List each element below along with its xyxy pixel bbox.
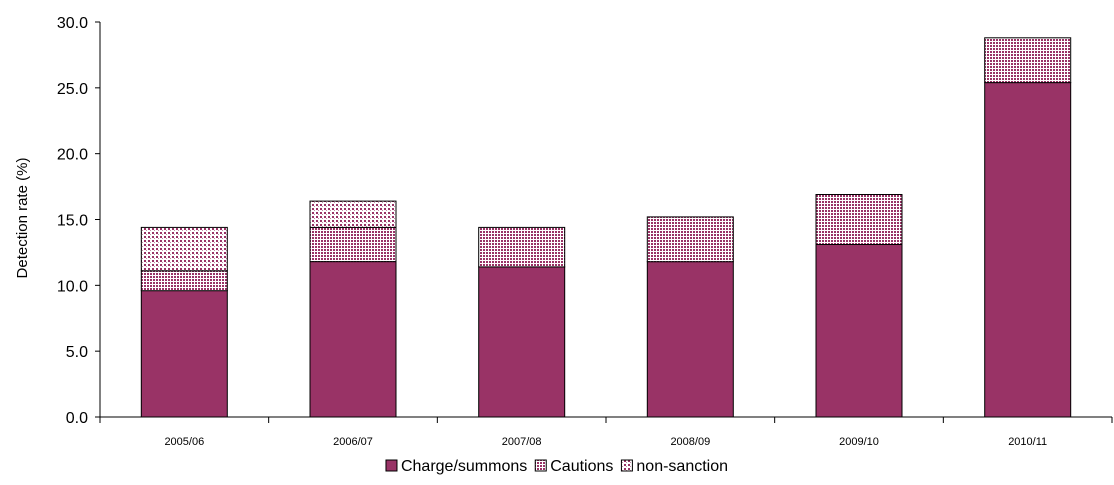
bar-charge-summons-2010-11 [984,82,1072,418]
bar-charge-summons-2009-10 [815,244,903,418]
y-tick-label: 0.0 [66,410,88,427]
bar-cautions-2007-08 [478,226,566,268]
y-tick-label: 5.0 [66,344,88,361]
legend: Charge/summons Cautions non-sanction [385,458,728,475]
legend-label-cautions: Cautions [550,458,613,475]
legend-swatch-non-sanction [620,459,633,472]
bar-cautions-2009-10 [815,194,903,245]
bar-cautions-2006-07 [309,226,397,263]
bar-cautions-2010-11 [984,37,1072,84]
legend-swatch-cautions [534,459,547,472]
legend-label-charge-summons: Charge/summons [401,458,527,475]
bar-charge-summons-2005-06 [140,290,228,418]
x-tick-label: 2006/07 [333,436,373,448]
x-tick-label: 2010/11 [1008,436,1047,448]
legend-swatch-charge-summons [385,459,398,472]
y-tick-labels: 0.0 5.0 10.0 15.0 20.0 25.0 30.0 [57,15,88,427]
bar-cautions-2008-09 [646,216,734,263]
bar-charge-summons-2006-07 [309,261,397,418]
bars-group [140,37,1072,418]
y-tick-label: 25.0 [57,81,88,98]
bar-non-sanction-2005-06 [140,226,228,272]
y-axis-label: Detection rate (%) [14,158,31,279]
bar-charge-summons-2007-08 [478,266,566,418]
x-tick-label: 2007/08 [502,436,542,448]
y-tick-label: 10.0 [57,278,88,295]
y-tick-label: 20.0 [57,147,88,164]
y-tick-label: 30.0 [57,15,88,32]
y-tick-label: 15.0 [57,213,88,230]
bar-cautions-2005-06 [140,270,228,292]
x-tick-label: 2008/09 [670,436,710,448]
legend-label-non-sanction: non-sanction [636,458,728,475]
x-tick-label: 2005/06 [164,436,204,448]
axes-group [95,21,1113,423]
bar-charge-summons-2008-09 [646,261,734,418]
x-tick-labels: 2005/06 2006/07 2007/08 2008/09 2009/10 2010/… [164,436,1047,448]
bar-non-sanction-2006-07 [309,200,397,228]
x-tick-label: 2009/10 [839,436,879,448]
